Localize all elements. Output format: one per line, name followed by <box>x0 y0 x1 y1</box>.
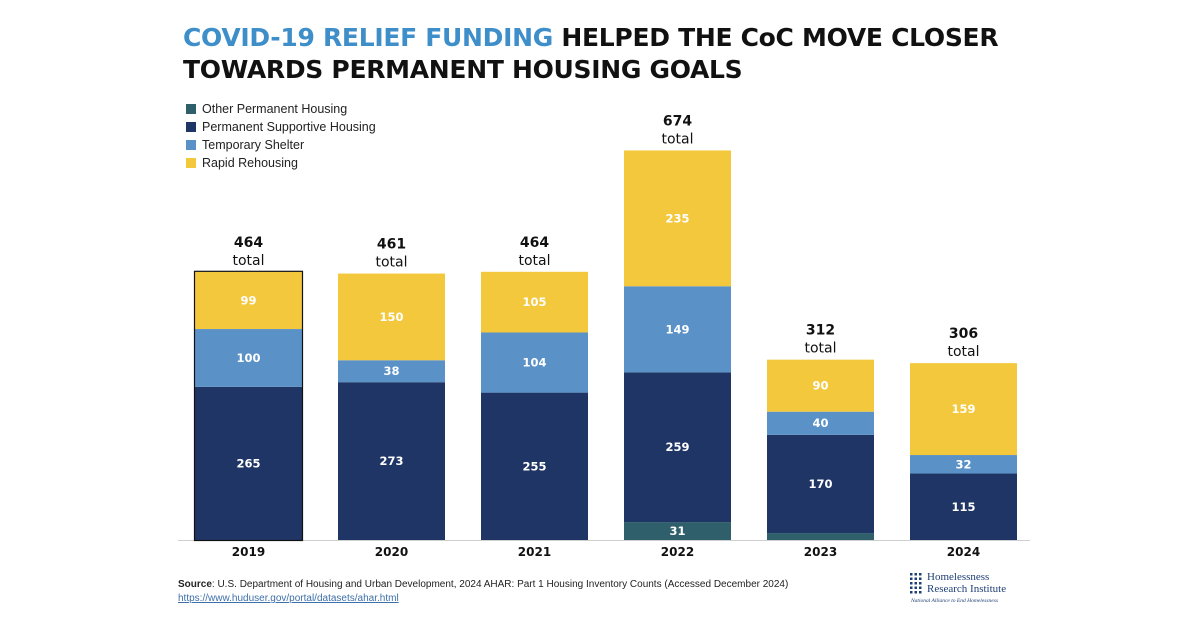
bar-segment <box>767 359 874 412</box>
legend-label: Other Permanent Housing <box>202 102 348 116</box>
legend-item-permanent-supportive: Permanent Supportive Housing <box>186 118 376 136</box>
data-label: 90 <box>812 379 828 393</box>
data-label: 115 <box>951 500 975 514</box>
legend-item-rapid-rehousing: Rapid Rehousing <box>186 154 376 172</box>
logo-text-line3: National Alliance to End Homelessness <box>911 598 998 604</box>
logo-grid-icon <box>910 573 922 594</box>
total-word: total <box>375 255 407 271</box>
chart-legend: Other Permanent Housing Permanent Suppor… <box>186 100 376 172</box>
source-text: : U.S. Department of Housing and Urban D… <box>211 579 789 590</box>
data-label: 273 <box>379 454 403 468</box>
highlight-outline <box>193 270 304 542</box>
hri-logo: Homelessness Research Institute National… <box>910 571 1020 607</box>
bar-segment <box>338 360 445 383</box>
bar-segment <box>624 372 731 523</box>
title-highlight: COVID-19 RELIEF FUNDING <box>183 23 553 52</box>
total-word: total <box>518 253 550 269</box>
data-label: 104 <box>522 356 546 370</box>
data-label: 255 <box>522 459 546 473</box>
legend-swatch <box>186 140 196 150</box>
total-word: total <box>232 253 264 269</box>
total-value: 464 <box>234 235 263 251</box>
total-value: 674 <box>663 113 692 129</box>
bar-segment <box>624 150 731 287</box>
x-tick-label: 2020 <box>375 545 408 559</box>
total-word: total <box>804 341 836 357</box>
x-tick-label: 2023 <box>804 545 837 559</box>
source-link[interactable]: https://www.huduser.gov/portal/datasets/… <box>178 593 399 604</box>
data-label: 170 <box>808 477 832 491</box>
total-value: 306 <box>949 326 978 342</box>
legend-label: Rapid Rehousing <box>202 156 298 170</box>
bar-segment <box>624 522 731 540</box>
data-label: 99 <box>240 293 256 307</box>
bar-segment <box>481 392 588 540</box>
total-value: 461 <box>377 237 406 253</box>
source-label: Source <box>178 579 212 590</box>
logo-text-line1: Homelessness <box>927 571 990 583</box>
bar-segment <box>195 329 302 387</box>
legend-item-other-permanent: Other Permanent Housing <box>186 100 376 118</box>
data-label: 100 <box>236 351 260 365</box>
total-value: 312 <box>806 323 835 339</box>
bar-segment <box>338 382 445 540</box>
data-label: 150 <box>379 310 403 324</box>
legend-swatch <box>186 158 196 168</box>
legend-swatch <box>186 104 196 114</box>
chart-title: COVID-19 RELIEF FUNDING HELPED THE CoC M… <box>183 22 1083 86</box>
source-note: Source: U.S. Department of Housing and U… <box>178 578 788 606</box>
bar-segment <box>195 386 302 540</box>
x-tick-label: 2021 <box>518 545 551 559</box>
total-word: total <box>661 131 693 147</box>
legend-swatch <box>186 122 196 132</box>
bar-segment <box>481 271 588 333</box>
data-label: 32 <box>955 457 971 471</box>
data-label: 40 <box>812 416 828 430</box>
data-label: 259 <box>665 440 689 454</box>
data-label: 265 <box>236 456 260 470</box>
data-label: 149 <box>665 322 689 336</box>
bar-segment <box>481 332 588 393</box>
title-rest: HELPED THE CoC MOVE CLOSER <box>552 23 999 52</box>
bar-segment <box>910 473 1017 540</box>
bar-segment <box>767 533 874 540</box>
total-value: 464 <box>520 235 549 251</box>
data-label: 31 <box>669 524 685 538</box>
logo-text-line2: Research Institute <box>927 583 1007 595</box>
total-word: total <box>947 344 979 360</box>
legend-label: Permanent Supportive Housing <box>202 120 376 134</box>
title-line2: TOWARDS PERMANENT HOUSING GOALS <box>183 55 743 84</box>
bar-segment <box>910 455 1017 474</box>
bar-segment <box>624 286 731 373</box>
bar-segment <box>910 363 1017 456</box>
x-tick-label: 2019 <box>232 545 265 559</box>
bar-segment <box>767 411 874 435</box>
bar-segment <box>767 434 874 534</box>
bar-segment <box>195 271 302 330</box>
data-label: 105 <box>522 295 546 309</box>
x-tick-label: 2024 <box>947 545 980 559</box>
legend-item-temporary-shelter: Temporary Shelter <box>186 136 376 154</box>
bar-segment <box>338 273 445 361</box>
data-label: 235 <box>665 211 689 225</box>
data-label: 159 <box>951 402 975 416</box>
stacked-bar-chart: 265 100 99 464 total 2019 273 38 150 461 total 2020… <box>178 113 1030 559</box>
data-label: 38 <box>383 364 399 378</box>
x-tick-label: 2022 <box>661 545 694 559</box>
legend-label: Temporary Shelter <box>202 138 305 152</box>
